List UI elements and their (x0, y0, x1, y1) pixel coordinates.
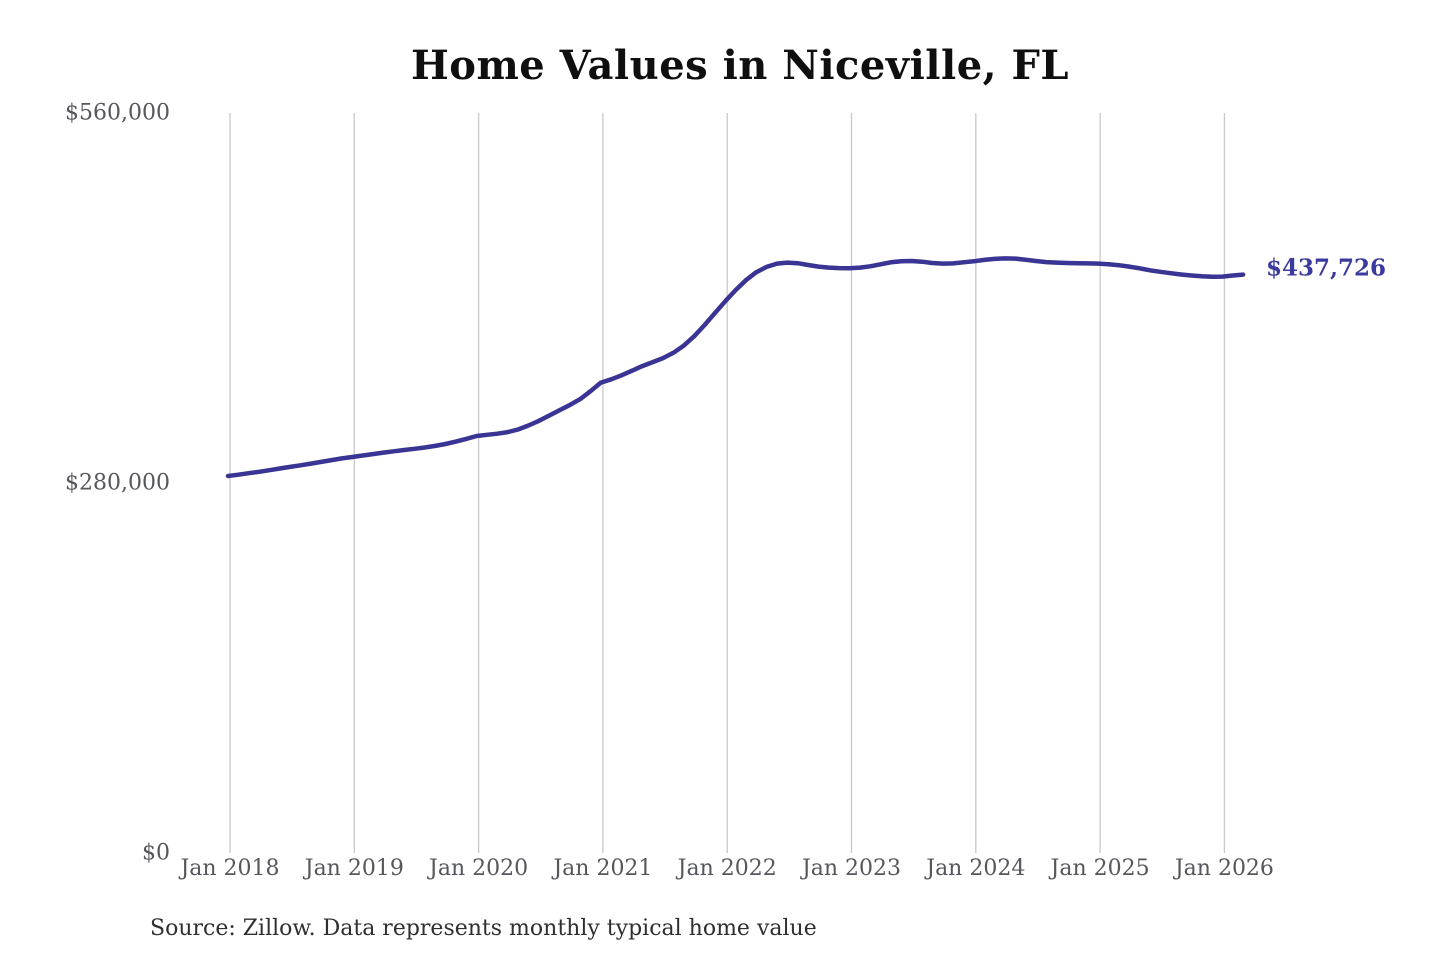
y-axis-tick-label: $280,000 (65, 470, 170, 496)
y-axis-tick-label: $0 (142, 840, 170, 866)
chart-title: Home Values in Niceville, FL (410, 42, 1070, 89)
x-axis-tick-label: Jan 2023 (801, 856, 902, 881)
home-value-trend-line (225, 256, 1246, 479)
x-axis-tick-label: Jan 2018 (180, 856, 280, 881)
x-axis-tick-label: Jan 2019 (304, 856, 404, 881)
x-axis-tick-label: Jan 2022 (677, 856, 777, 881)
x-axis-tick-label: Jan 2025 (1050, 856, 1150, 881)
source-note: Source: Zillow. Data represents monthly … (150, 916, 817, 941)
x-axis-tick-label: Jan 2021 (553, 856, 653, 881)
latest-value-label: $437,726 (1266, 254, 1387, 282)
y-axis-tick-label: $560,000 (65, 100, 170, 126)
gridlines (229, 113, 1226, 853)
x-axis-tick-label: Jan 2020 (429, 856, 529, 881)
x-axis-tick-label: Jan 2026 (1174, 856, 1274, 881)
x-axis-tick-label: Jan 2024 (926, 856, 1026, 881)
